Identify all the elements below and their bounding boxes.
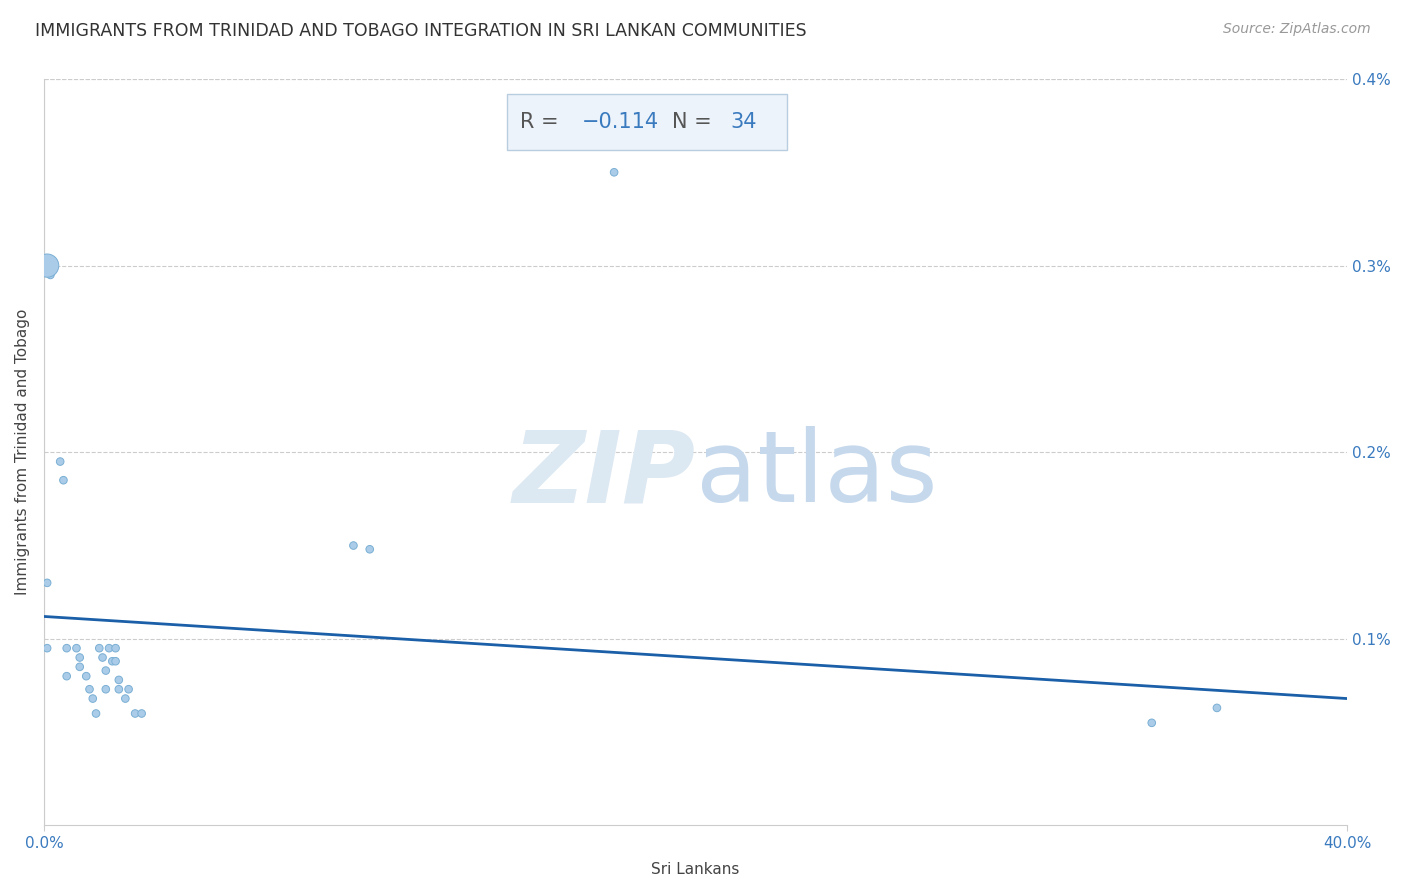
Point bbox=[108, 682, 131, 697]
Point bbox=[37, 575, 59, 590]
Point bbox=[104, 641, 127, 656]
X-axis label: Sri Lankans: Sri Lankans bbox=[651, 862, 740, 877]
Point bbox=[342, 539, 364, 553]
Point bbox=[131, 706, 153, 721]
Point bbox=[98, 641, 121, 656]
Point bbox=[75, 669, 97, 683]
Point bbox=[603, 165, 626, 179]
Point bbox=[91, 650, 114, 665]
FancyBboxPatch shape bbox=[506, 94, 787, 150]
Point bbox=[359, 542, 381, 557]
Text: IMMIGRANTS FROM TRINIDAD AND TOBAGO INTEGRATION IN SRI LANKAN COMMUNITIES: IMMIGRANTS FROM TRINIDAD AND TOBAGO INTE… bbox=[35, 22, 807, 40]
Point bbox=[37, 259, 59, 273]
Point bbox=[55, 641, 77, 656]
Point bbox=[49, 454, 72, 468]
Point bbox=[94, 664, 117, 678]
Point bbox=[101, 654, 124, 668]
Text: ZIP: ZIP bbox=[513, 426, 696, 523]
Y-axis label: Immigrants from Trinidad and Tobago: Immigrants from Trinidad and Tobago bbox=[15, 309, 30, 596]
Point bbox=[1140, 715, 1163, 730]
Point bbox=[69, 650, 91, 665]
Point bbox=[117, 682, 139, 697]
Point bbox=[82, 691, 104, 706]
Point bbox=[69, 660, 91, 674]
Text: Source: ZipAtlas.com: Source: ZipAtlas.com bbox=[1223, 22, 1371, 37]
Point bbox=[104, 654, 127, 668]
Point bbox=[114, 691, 136, 706]
Text: 34: 34 bbox=[731, 112, 758, 132]
Point bbox=[55, 669, 77, 683]
Point bbox=[89, 641, 111, 656]
Text: −0.114: −0.114 bbox=[582, 112, 659, 132]
Point bbox=[124, 706, 146, 721]
Point bbox=[79, 682, 101, 697]
Text: N =: N = bbox=[672, 112, 718, 132]
Point bbox=[39, 268, 62, 282]
Point bbox=[94, 682, 117, 697]
Text: atlas: atlas bbox=[696, 426, 938, 523]
Point bbox=[37, 641, 59, 656]
Point bbox=[65, 641, 87, 656]
Point bbox=[52, 473, 75, 487]
Point bbox=[108, 673, 131, 687]
Point bbox=[1206, 701, 1229, 715]
Point bbox=[84, 706, 107, 721]
Text: R =: R = bbox=[520, 112, 565, 132]
